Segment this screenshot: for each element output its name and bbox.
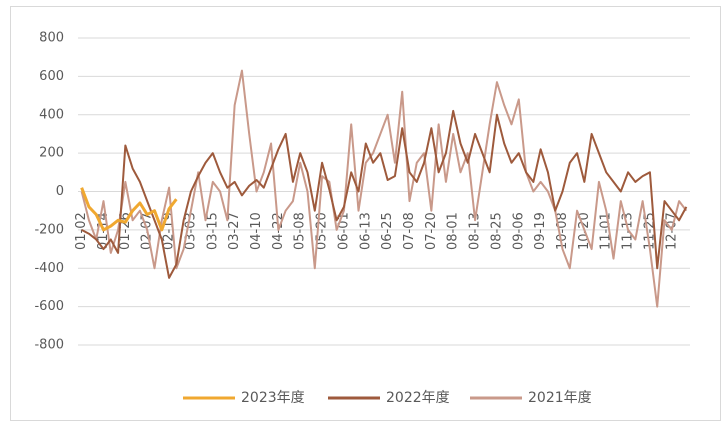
y-tick-label: 400 — [39, 107, 64, 122]
y-tick-label: 0 — [56, 184, 64, 199]
x-tick-label: 03-15 — [205, 212, 220, 250]
legend-label: 2021年度 — [528, 390, 592, 406]
y-tick-label: 200 — [39, 146, 64, 161]
y-tick-label: -400 — [34, 261, 64, 276]
y-tick-label: -600 — [34, 299, 64, 314]
x-tick-label: 06-25 — [380, 212, 395, 250]
series-line — [81, 109, 688, 279]
y-tick-label: -800 — [34, 338, 64, 353]
x-tick-label: 08-25 — [489, 212, 504, 250]
chart-frame — [10, 6, 721, 421]
legend-label: 2022年度 — [386, 390, 450, 406]
x-tick-label: 03-03 — [183, 212, 198, 250]
x-tick-label: 03-27 — [227, 212, 242, 250]
x-tick-label: 12-07 — [664, 212, 679, 250]
series-line — [80, 69, 688, 308]
x-tick-label: 07-08 — [402, 212, 417, 250]
x-tick-label: 07-20 — [424, 212, 439, 250]
x-tick-label: 01-02 — [74, 212, 89, 250]
x-tick-label: 08-13 — [468, 212, 483, 250]
x-tick-label: 05-08 — [293, 212, 308, 250]
x-tick-label: 08-01 — [446, 212, 461, 250]
x-tick-label: 06-13 — [358, 212, 373, 250]
x-tick-label: 10-08 — [555, 212, 570, 250]
y-tick-label: 800 — [39, 31, 64, 46]
y-tick-label: 600 — [39, 69, 64, 84]
x-tick-label: 09-06 — [511, 212, 526, 250]
series-line — [80, 187, 178, 232]
x-tick-label: 09-19 — [533, 212, 548, 250]
y-tick-label: -200 — [34, 222, 64, 237]
legend-label: 2023年度 — [241, 390, 305, 406]
x-tick-label: 04-10 — [249, 212, 264, 250]
